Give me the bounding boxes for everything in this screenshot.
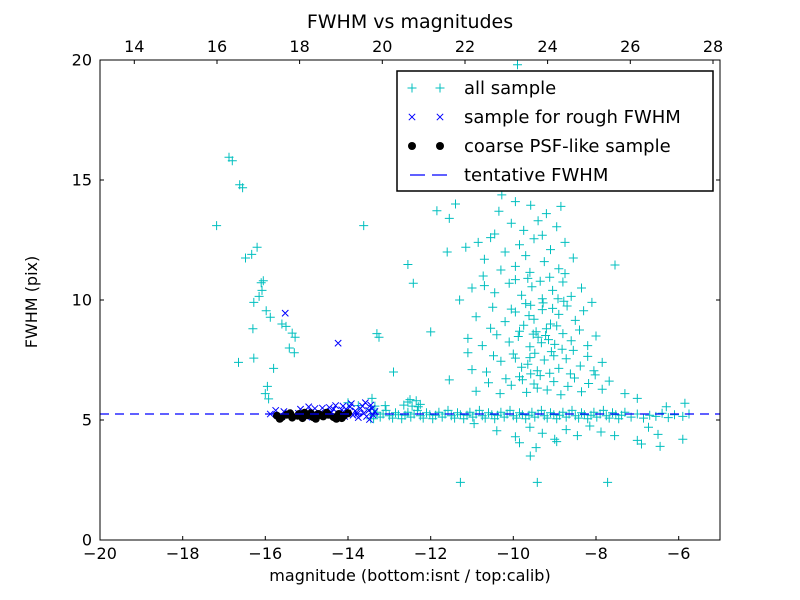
tick-label: −10 — [496, 544, 530, 563]
tick-label: −14 — [331, 544, 365, 563]
legend-plus-marker — [407, 83, 417, 93]
scatter-point — [344, 409, 352, 418]
tick-label: −18 — [166, 544, 200, 563]
legend-dot-marker — [408, 142, 416, 150]
scatter-point — [306, 409, 315, 418]
chart-title: FWHM vs magnitudes — [306, 11, 514, 33]
tick-label: 20 — [372, 37, 392, 56]
tick-label: −20 — [83, 544, 117, 563]
tick-label: 26 — [620, 37, 640, 56]
x-axis-label: magnitude (bottom:isnt / top:calib) — [269, 566, 551, 585]
tick-label: −16 — [248, 544, 282, 563]
legend-dot-marker — [436, 142, 444, 150]
legend-label: all sample — [464, 78, 556, 99]
tick-label: 18 — [289, 37, 309, 56]
legend-label: tentative FWHM — [464, 165, 608, 186]
tick-label: 20 — [72, 51, 92, 70]
tick-label: −6 — [667, 544, 691, 563]
legend-label: coarse PSF-like sample — [464, 136, 671, 157]
legend-x-marker — [408, 113, 416, 121]
tick-label: 15 — [72, 171, 92, 190]
tick-label: −12 — [414, 544, 448, 563]
legend: all sample sample for rough FWHM coarse PS… — [396, 70, 714, 192]
tick-label: 10 — [72, 291, 92, 310]
legend-x-marker — [436, 113, 444, 121]
scatter-point — [317, 411, 326, 420]
tick-label: 22 — [455, 37, 475, 56]
tick-label: 24 — [537, 37, 557, 56]
axis-ticks — [99, 59, 720, 541]
tick-label: 16 — [207, 37, 227, 56]
scatter-point — [275, 414, 284, 423]
tick-label: 5 — [82, 411, 92, 430]
legend-plus-marker — [435, 83, 445, 93]
legend-box — [396, 70, 714, 192]
legend-label: sample for rough FWHM — [464, 107, 681, 128]
scatter-point — [337, 414, 346, 423]
scatter-point — [286, 409, 295, 418]
tick-label: 0 — [82, 531, 92, 550]
series-all-sample — [212, 60, 694, 487]
tick-label: −8 — [584, 544, 608, 563]
tick-label: 28 — [703, 37, 723, 56]
tick-label: 14 — [124, 37, 144, 56]
